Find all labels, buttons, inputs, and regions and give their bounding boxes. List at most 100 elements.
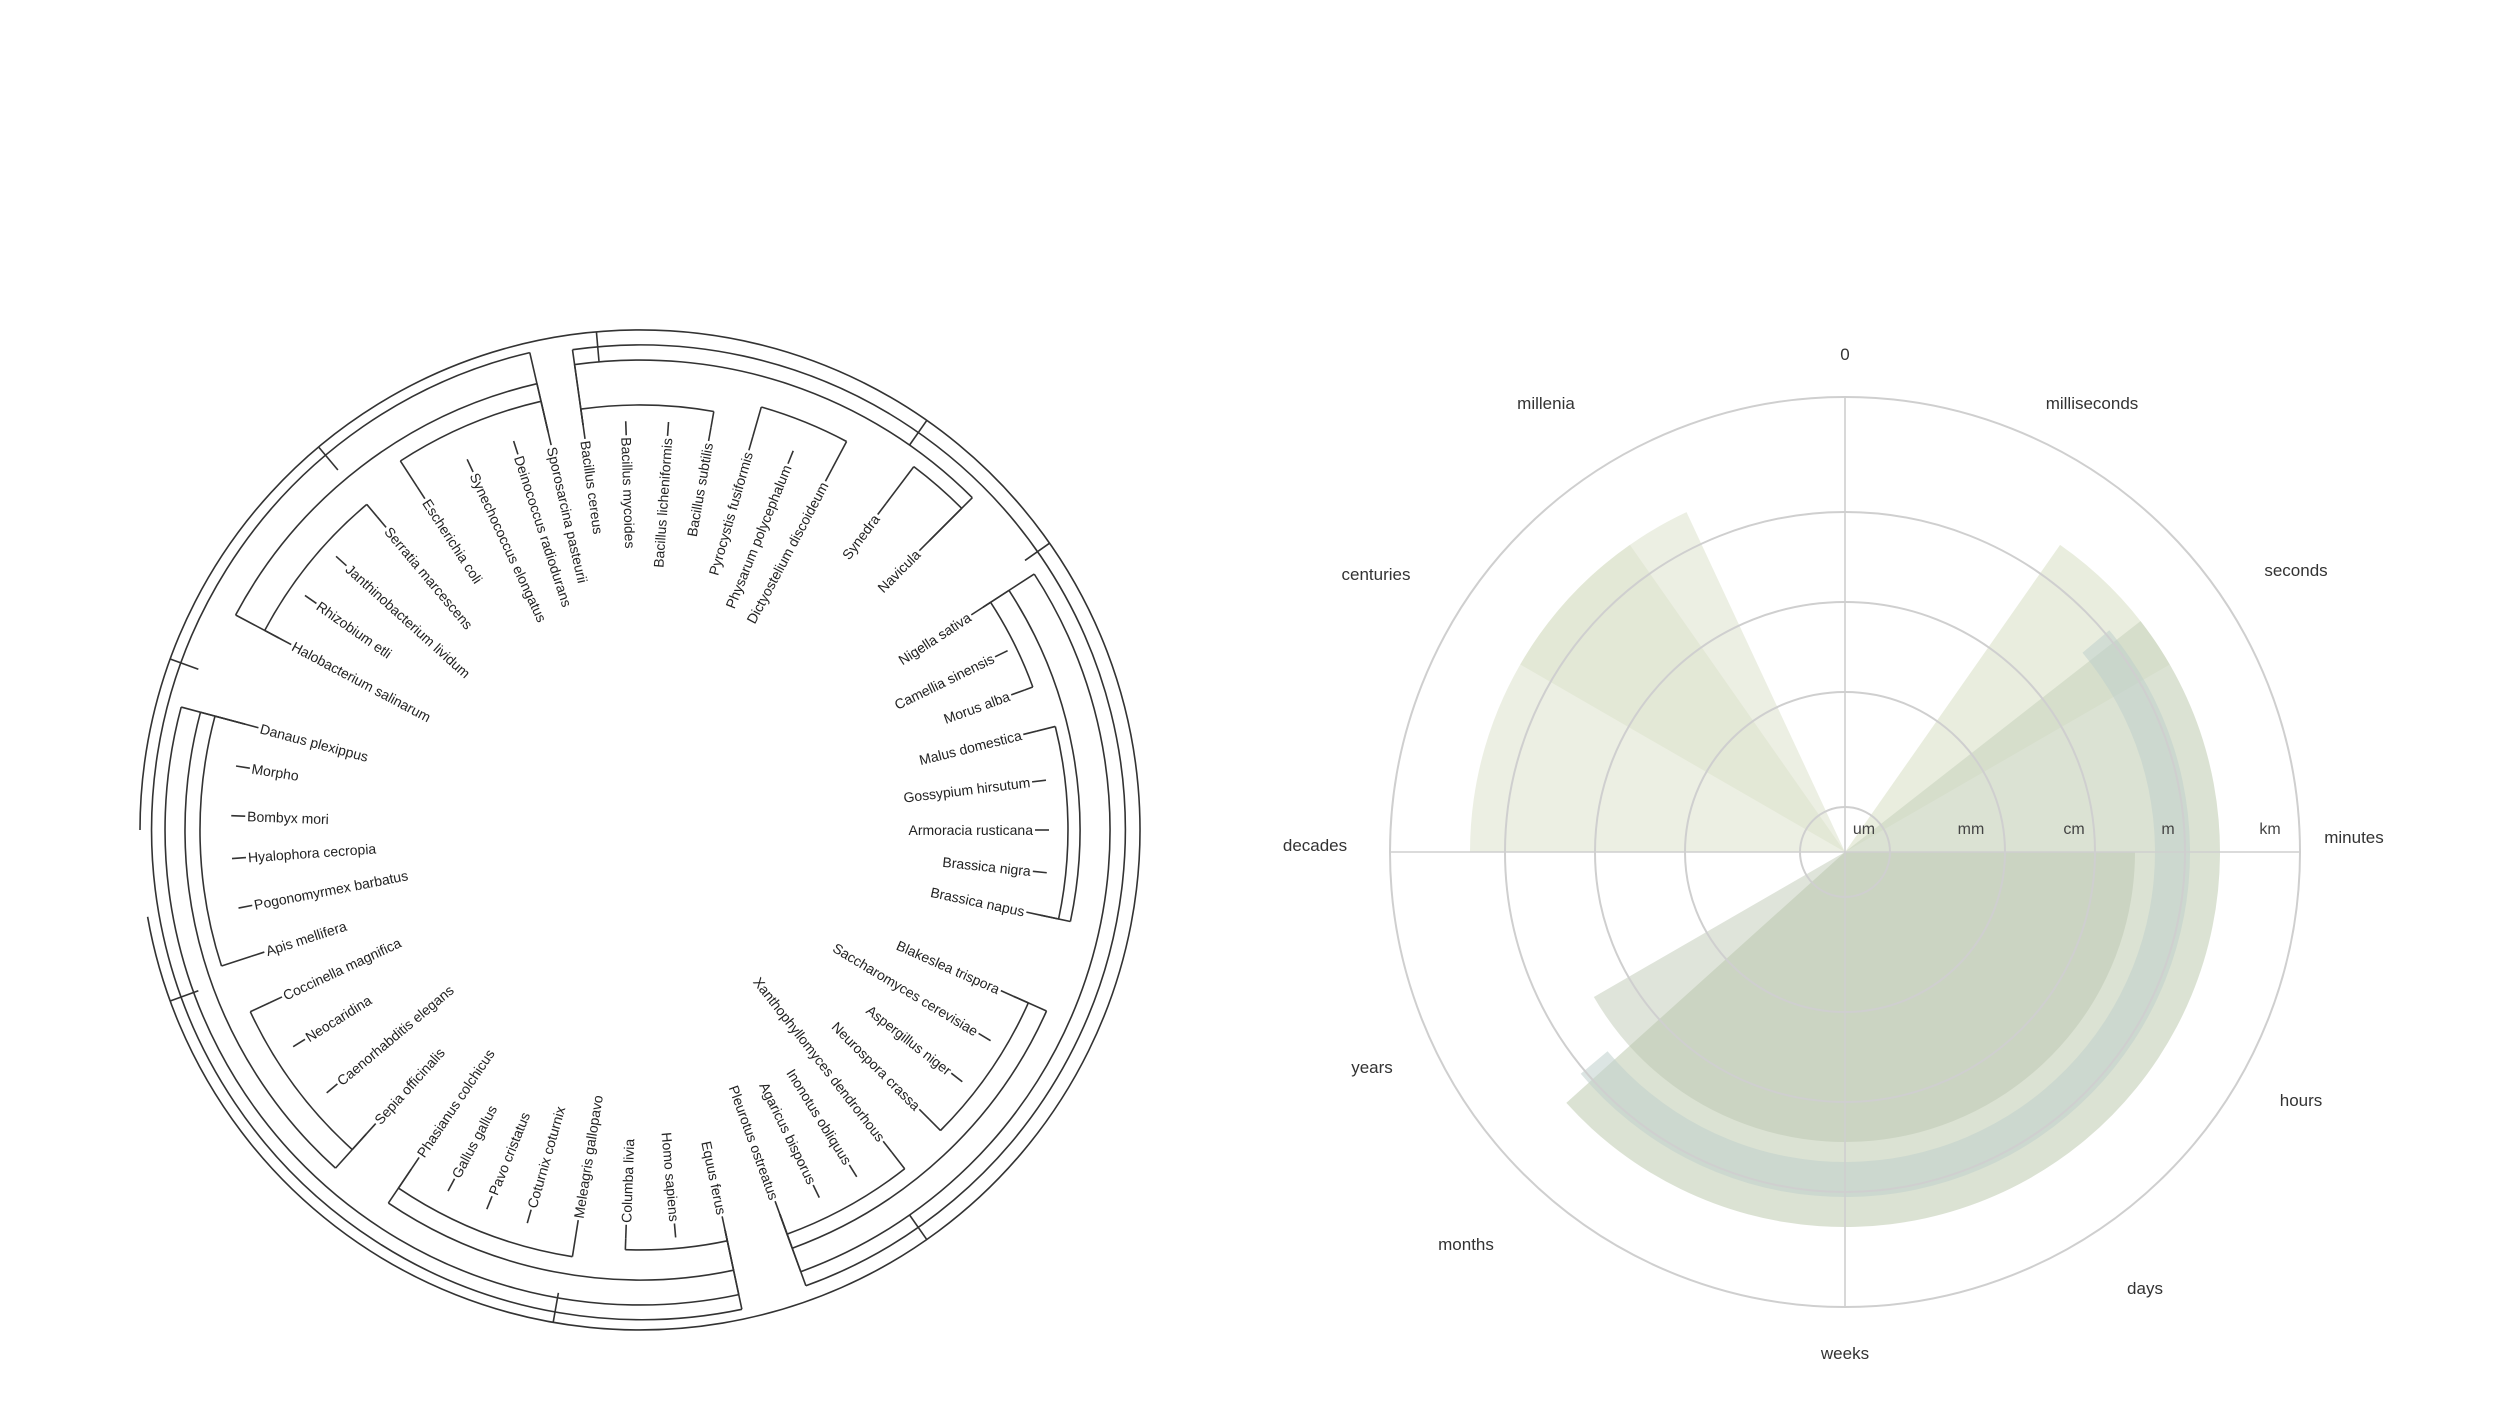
time-spokes (1390, 397, 2300, 1307)
leaf-branch (250, 951, 265, 958)
leaf-branch (304, 594, 317, 605)
leaf-label: Hyalophora cecropia (247, 840, 376, 865)
root-branch (595, 331, 600, 362)
internal-branch (399, 460, 418, 488)
time-label-milliseconds: milliseconds (2046, 394, 2139, 413)
size-label-km: km (2259, 821, 2280, 838)
leaf-label: Bacillus mycoides (618, 437, 638, 549)
leaf-branch (707, 427, 712, 442)
clade-arc (184, 711, 337, 1169)
leaf-label: Bombyx mori (247, 808, 329, 827)
size-label-cm: cm (2063, 821, 2084, 838)
internal-branch (249, 1002, 270, 1013)
leaf-label: Danaus plexippus (258, 721, 370, 765)
scale-wedge (1470, 512, 1845, 852)
leaf-label: Nigella sativa (895, 609, 974, 668)
leaf-label: Morpho (251, 761, 301, 784)
leaf-label: Homo sapiens (659, 1132, 683, 1223)
leaf-label: Gossypium hirsutum (902, 774, 1031, 805)
clade-arc (625, 1240, 728, 1251)
leaf-label: Apis mellifera (264, 918, 349, 959)
internal-branch (180, 706, 246, 725)
internal-branch (928, 497, 973, 542)
time-label-years: years (1351, 1058, 1393, 1077)
radial-scale-diagram: 0 milliseconds seconds minutes hours day… (1283, 345, 2384, 1363)
leaf-branch (812, 1184, 821, 1198)
time-label-days: days (2127, 1279, 2163, 1298)
size-scale-labels: um mm cm m km (1853, 821, 2281, 838)
leaf-branch (950, 1072, 963, 1083)
leaf-branch (278, 637, 292, 646)
size-label-m: m (2161, 821, 2174, 838)
leaf-branch (1000, 989, 1014, 998)
leaf-label: Navicula (874, 546, 923, 595)
time-label-centuries: centuries (1342, 565, 1411, 584)
leaf-branch (547, 431, 552, 446)
leaf-branch (721, 1216, 726, 1231)
leaf-branch (824, 468, 833, 482)
leaf-branch (447, 1178, 456, 1192)
root-arc (139, 329, 1141, 1331)
internal-branch (982, 573, 1035, 608)
time-label-weeks: weeks (1820, 1344, 1869, 1363)
leaf-branch (235, 765, 250, 769)
scale-wedges (1470, 512, 2221, 1228)
leaf-branch (666, 421, 670, 437)
internal-branch (831, 441, 848, 470)
leaf-branch (970, 606, 984, 616)
leaf-label: Columba livia (618, 1138, 637, 1223)
internal-branch (710, 411, 715, 428)
leaf-branch (1026, 911, 1041, 916)
clade-arc (387, 1202, 734, 1281)
internal-branch (779, 1214, 807, 1287)
tree-leaf-labels: Bacillus cereus Bacillus mycoides Bacillus… (247, 437, 1033, 1223)
leaf-label: Neocaridina (302, 992, 374, 1045)
internal-branch (751, 406, 763, 438)
leaf-branch (882, 1140, 893, 1153)
leaf-label: Synedra (839, 511, 883, 562)
leaf-branch (376, 516, 387, 528)
leaf-branch (238, 904, 253, 909)
internal-branch (221, 955, 252, 967)
clade-arc (761, 406, 847, 443)
time-axis-labels: milliseconds seconds minutes hours days … (1283, 394, 2384, 1363)
scale-wedge (1580, 630, 2190, 1198)
leaf-branch (978, 1032, 991, 1042)
time-label-minutes: minutes (2324, 828, 2384, 847)
internal-branch (528, 352, 549, 432)
root-branch (169, 658, 199, 671)
root-branch (552, 1292, 560, 1323)
leaf-branch (774, 1200, 781, 1215)
leaf-label: Pogonomyrmex barbatus (253, 867, 410, 913)
scale-wedge (1845, 544, 2170, 852)
clade-arc (199, 715, 223, 967)
leaf-branch (1031, 779, 1047, 783)
leaf-label: Bacillus licheniformis (650, 437, 675, 568)
root-branch (1024, 542, 1051, 562)
leaf-branch (486, 1195, 493, 1210)
leaf-branch (335, 555, 347, 567)
leaf-branch (748, 436, 754, 451)
leaf-branch (326, 1083, 338, 1094)
internal-branch (1039, 914, 1071, 923)
internal-branch (724, 1229, 743, 1310)
leaf-branch (416, 486, 426, 500)
clade-arc (399, 400, 542, 462)
leaf-branch (244, 723, 259, 729)
scale-wedge (1566, 621, 2221, 1228)
leaf-branch (918, 1108, 930, 1120)
leaf-label: Sepia officinalis (371, 1045, 448, 1128)
leaf-branch (848, 1164, 858, 1178)
leaf-branch (1010, 689, 1025, 696)
clade-arc (164, 706, 739, 1306)
tree-branches (139, 329, 1141, 1331)
leaf-branch (918, 540, 930, 552)
internal-branch (885, 466, 915, 504)
leaf-label: Morus alba (941, 688, 1012, 727)
root-branch (169, 989, 199, 1002)
leaf-label: Malus domestica (917, 727, 1023, 768)
internal-branch (334, 1133, 367, 1169)
leaf-label: Bacillus subtilis (684, 442, 716, 538)
leaf-branch (877, 502, 887, 516)
clade-arc (249, 1011, 353, 1151)
